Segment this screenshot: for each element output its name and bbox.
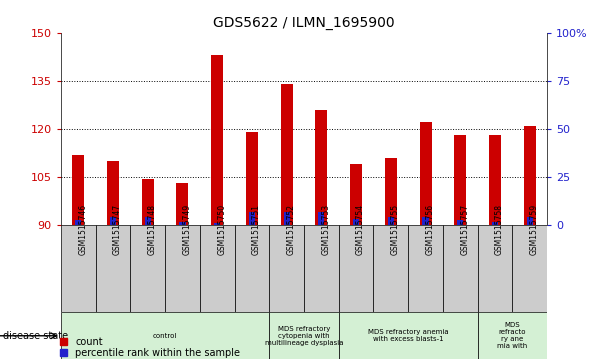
Bar <box>385 158 397 225</box>
Text: GSM1515751: GSM1515751 <box>252 204 261 255</box>
Text: GSM1515746: GSM1515746 <box>78 204 87 255</box>
Text: GSM1515752: GSM1515752 <box>286 204 295 255</box>
Bar <box>165 225 200 312</box>
Bar <box>130 225 165 312</box>
Bar <box>316 110 328 225</box>
Bar <box>61 312 269 359</box>
Text: GSM1515757: GSM1515757 <box>460 204 469 255</box>
Bar <box>513 225 547 312</box>
Bar <box>408 225 443 312</box>
Bar <box>269 225 304 312</box>
Bar <box>235 225 269 312</box>
Text: GSM1515748: GSM1515748 <box>148 204 157 255</box>
Text: MDS refractory anemia
with excess blasts-1: MDS refractory anemia with excess blasts… <box>368 329 449 342</box>
Text: disease state: disease state <box>3 331 68 341</box>
Bar <box>95 225 130 312</box>
Text: GSM1515759: GSM1515759 <box>530 204 539 255</box>
Bar <box>280 84 292 225</box>
Bar <box>214 224 220 225</box>
Bar <box>179 222 185 225</box>
Bar <box>388 217 394 225</box>
Bar <box>373 225 408 312</box>
Text: MDS refractory
cytopenia with
multilineage dysplasia: MDS refractory cytopenia with multilinea… <box>264 326 344 346</box>
Bar <box>454 135 466 225</box>
Legend: count, percentile rank within the sample: count, percentile rank within the sample <box>60 337 240 358</box>
Bar <box>283 212 290 225</box>
Bar <box>339 312 478 359</box>
Bar <box>249 212 255 225</box>
Bar <box>318 212 325 225</box>
Text: GSM1515749: GSM1515749 <box>182 204 192 255</box>
Bar <box>269 312 339 359</box>
Bar <box>489 135 501 225</box>
Text: GSM1515753: GSM1515753 <box>322 204 330 255</box>
Bar <box>527 217 533 225</box>
Bar <box>478 225 513 312</box>
Text: GSM1515755: GSM1515755 <box>391 204 400 255</box>
Bar <box>246 132 258 225</box>
Bar <box>478 312 547 359</box>
Bar <box>142 179 154 225</box>
Bar <box>145 217 151 225</box>
Text: control: control <box>153 333 177 339</box>
Bar <box>492 222 498 225</box>
Bar <box>423 217 429 225</box>
Title: GDS5622 / ILMN_1695900: GDS5622 / ILMN_1695900 <box>213 16 395 30</box>
Bar <box>176 183 188 225</box>
Bar <box>211 55 223 225</box>
Bar <box>304 225 339 312</box>
Bar <box>110 217 116 225</box>
Text: GSM1515754: GSM1515754 <box>356 204 365 255</box>
Bar <box>61 225 95 312</box>
Bar <box>75 220 81 225</box>
Text: GSM1515758: GSM1515758 <box>495 204 504 255</box>
Bar <box>353 219 359 225</box>
Bar <box>443 225 478 312</box>
Text: MDS
refracto
ry ane
mia with: MDS refracto ry ane mia with <box>497 322 528 349</box>
Text: GSM1515747: GSM1515747 <box>113 204 122 255</box>
Bar <box>72 155 85 225</box>
Bar <box>350 164 362 225</box>
Bar <box>200 225 235 312</box>
Bar <box>523 126 536 225</box>
Text: GSM1515750: GSM1515750 <box>217 204 226 255</box>
Bar <box>339 225 373 312</box>
Bar <box>420 122 432 225</box>
Bar <box>107 161 119 225</box>
Bar <box>457 220 463 225</box>
Text: GSM1515756: GSM1515756 <box>426 204 435 255</box>
